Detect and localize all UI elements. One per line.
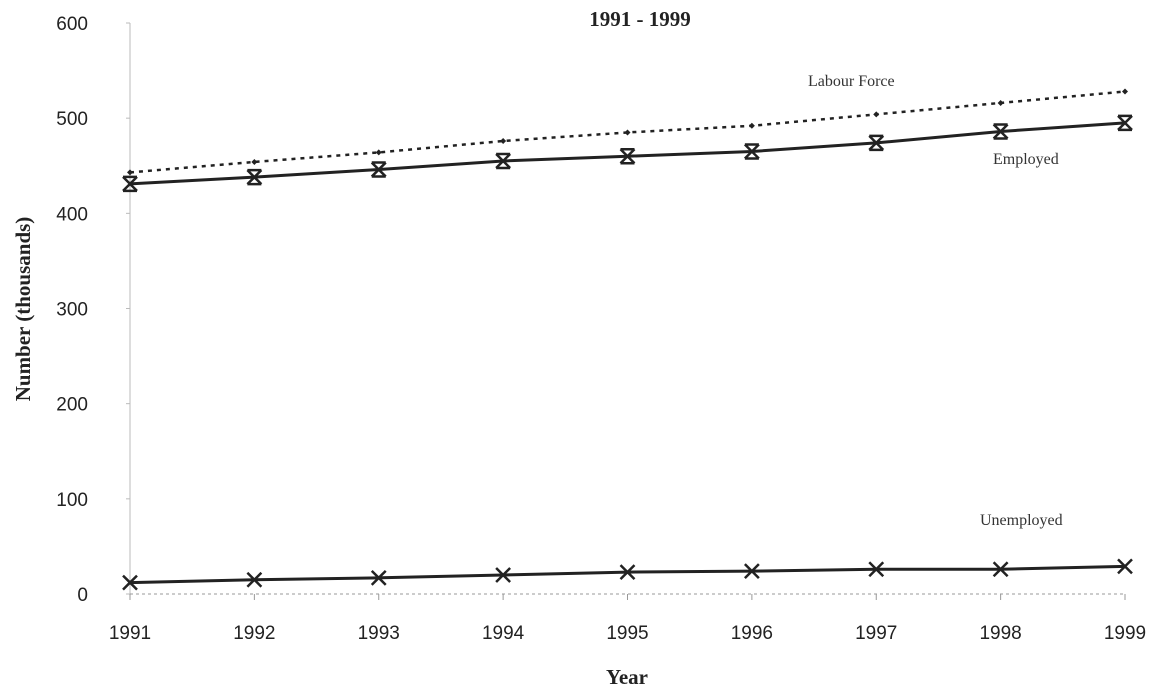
point-marker <box>873 111 880 118</box>
series-line <box>129 90 1126 174</box>
y-tick-label: 600 <box>56 14 88 35</box>
series-label: Employed <box>993 151 1059 168</box>
y-tick-label: 300 <box>56 300 88 321</box>
point-marker <box>375 149 382 156</box>
y-tick-label: 400 <box>56 204 88 225</box>
x-axis-label: Year <box>606 665 648 689</box>
x-tick-label: 1993 <box>358 623 400 644</box>
chart-title: 1991 - 1999 <box>589 7 691 31</box>
point-marker <box>868 134 885 152</box>
point-marker <box>619 564 636 580</box>
point-marker <box>1122 88 1128 95</box>
y-tick-label: 200 <box>56 395 88 416</box>
point-marker <box>624 129 631 136</box>
point-marker <box>743 143 760 160</box>
point-marker <box>122 574 138 591</box>
point-marker <box>251 158 258 165</box>
point-marker <box>500 138 507 145</box>
y-tick-label: 100 <box>56 490 88 511</box>
y-axis-label: Number (thousands) <box>11 217 35 402</box>
x-tick-label: 1998 <box>979 623 1021 644</box>
point-marker <box>246 571 263 588</box>
point-marker <box>997 99 1004 106</box>
x-tick-label: 1997 <box>855 623 897 644</box>
point-marker <box>743 563 760 580</box>
point-marker <box>370 569 387 586</box>
point-marker <box>495 152 512 170</box>
point-marker <box>868 561 885 578</box>
point-marker <box>1117 114 1133 132</box>
point-marker <box>1117 558 1133 575</box>
x-tick-label: 1995 <box>606 623 648 644</box>
x-tick-label: 1994 <box>482 623 525 644</box>
point-marker <box>992 561 1009 578</box>
x-tick-label: 1992 <box>233 623 275 644</box>
series-label: Labour Force <box>808 73 895 90</box>
series-line <box>129 564 1126 585</box>
point-marker <box>246 168 263 186</box>
point-marker <box>495 567 512 583</box>
point-marker <box>619 147 636 165</box>
series-label: Unemployed <box>980 512 1063 529</box>
x-tick-label: 1999 <box>1104 623 1146 644</box>
point-marker <box>370 161 387 178</box>
point-marker <box>122 175 138 193</box>
point-marker <box>748 122 755 129</box>
point-marker <box>992 123 1009 140</box>
y-tick-label: 0 <box>77 585 88 606</box>
y-tick-label: 500 <box>56 109 88 130</box>
point-marker <box>127 169 133 176</box>
x-tick-label: 1991 <box>109 623 151 644</box>
x-tick-label: 1996 <box>731 623 773 644</box>
